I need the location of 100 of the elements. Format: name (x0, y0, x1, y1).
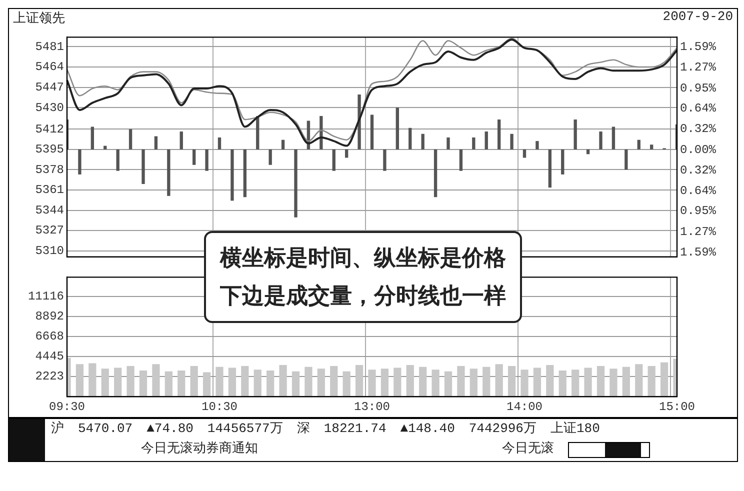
bar (243, 149, 247, 198)
y2-tick-label: 1.59% (680, 40, 717, 54)
bar (561, 149, 564, 174)
y2-tick-label: 0.32% (680, 163, 717, 178)
y-tick-label: 5310 (35, 244, 64, 258)
bar (142, 149, 145, 184)
y-tick-label: 5378 (35, 162, 64, 177)
bar (320, 116, 323, 150)
bar (648, 366, 656, 397)
y-tick-label: 5447 (35, 80, 64, 94)
bar (268, 149, 272, 165)
bar (216, 366, 224, 397)
bar (383, 149, 386, 171)
bar (446, 137, 450, 150)
bar (180, 131, 183, 150)
bar (508, 366, 516, 397)
y-tick-label: 5327 (35, 224, 64, 238)
bar (218, 137, 222, 150)
y-tick-label: 5430 (35, 100, 64, 115)
bar (380, 368, 389, 397)
x-tick-label: 15:00 (658, 400, 696, 414)
bar (228, 368, 236, 397)
bar (152, 364, 160, 397)
bar (482, 366, 490, 397)
bar (546, 365, 554, 397)
x-tick-label: 14:00 (506, 400, 543, 414)
y2-tick-label: 0.95% (680, 204, 717, 218)
bar (432, 370, 440, 397)
y-tick-label: 8892 (35, 310, 64, 324)
bar (510, 134, 514, 150)
bar (434, 149, 438, 198)
bar (241, 366, 249, 397)
bar (558, 370, 566, 397)
bar (650, 144, 654, 150)
y-tick-label: 4445 (35, 350, 64, 364)
y2-tick-label: 1.59% (680, 245, 717, 260)
text: 18221.74 (324, 421, 386, 436)
bar (635, 364, 643, 397)
text: 7442996万 (468, 421, 536, 436)
bar (202, 372, 211, 397)
y-tick-label: 5412 (35, 122, 64, 136)
y-tick-label: 5464 (35, 60, 64, 74)
y2-tick-label: 0.64% (680, 101, 717, 116)
y-tick-label: 5395 (35, 142, 64, 157)
bar (584, 368, 592, 397)
y-tick-label: 2223 (35, 370, 64, 384)
bar (408, 128, 412, 150)
bar (660, 362, 668, 397)
text: ▲74.80 (146, 421, 194, 436)
x-tick-label: 13:00 (354, 400, 390, 414)
bar (536, 141, 539, 150)
bar (90, 126, 94, 150)
text: 14456577万 (207, 421, 283, 436)
bar (88, 363, 96, 397)
bar (472, 137, 476, 150)
bar (281, 140, 285, 150)
bar (344, 149, 348, 158)
bar (421, 134, 424, 150)
bar (622, 366, 630, 397)
text: 上证180 (550, 421, 600, 436)
bar (190, 366, 198, 397)
x-tick-label: 10:30 (201, 400, 238, 414)
bar (444, 371, 452, 397)
bar (574, 120, 577, 150)
bar (637, 140, 640, 150)
bar (394, 368, 402, 397)
bar (126, 366, 134, 397)
bar (116, 149, 120, 171)
y-tick-label: 5481 (35, 40, 64, 54)
text: 今日无滚 (502, 441, 554, 456)
bar (419, 366, 427, 397)
bar (495, 364, 503, 397)
bar (294, 149, 298, 218)
bar (497, 120, 501, 150)
bar (304, 366, 312, 397)
y2-tick-label: 0.00% (680, 142, 717, 157)
bar (470, 368, 478, 397)
bar (370, 114, 374, 150)
y-tick-label: 5344 (35, 203, 64, 218)
annotation: 横坐标是时间、纵坐标是价格 (220, 244, 506, 273)
bar (76, 364, 84, 397)
bar (533, 368, 542, 397)
chart-subtitle: 2007-9-20 (662, 9, 733, 26)
text: 5470.07 (78, 421, 133, 436)
bar (484, 131, 488, 150)
bar (596, 366, 605, 397)
y-tick-label: 6668 (35, 330, 64, 344)
bar (104, 146, 107, 150)
bar (522, 149, 526, 158)
text: 今日无滚动券商通知 (141, 441, 258, 456)
bar (139, 370, 148, 397)
y2-tick-label: 0.95% (680, 81, 717, 96)
bar (114, 368, 122, 397)
y-tick-label: 11116 (28, 290, 64, 304)
x-tick-label: 09:30 (48, 400, 86, 414)
bar (266, 370, 274, 397)
bar (572, 370, 580, 397)
bar (292, 371, 300, 397)
bar (101, 368, 109, 397)
bar (128, 129, 132, 150)
